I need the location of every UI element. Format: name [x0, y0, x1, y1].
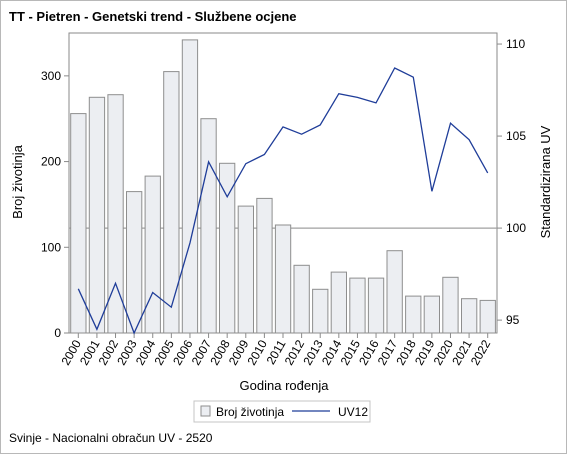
bar-2018 — [405, 295, 422, 334]
bar-2012 — [293, 264, 310, 334]
y2-tick-label-110: 110 — [506, 37, 525, 51]
bar-2022 — [479, 299, 496, 334]
y-tick-label-300: 300 — [41, 69, 61, 83]
footnote: Svinje - Nacionalni obračun UV - 2520 — [9, 431, 213, 445]
y2-tick-label-105: 105 — [506, 129, 526, 143]
bar-2021 — [461, 298, 478, 334]
bar-2014 — [330, 271, 348, 334]
bar-2004 — [144, 175, 161, 334]
bar-2007 — [200, 118, 217, 334]
bar-2019 — [423, 295, 441, 334]
bar-2005 — [163, 71, 180, 334]
bar-2013 — [312, 288, 329, 334]
x-axis: 2000200120022003200420052006200720082009… — [58, 333, 493, 368]
bar-2015 — [349, 277, 366, 334]
bar-2002 — [107, 94, 124, 334]
bar-2001 — [88, 96, 106, 334]
line-series — [77, 67, 489, 335]
bar-2008 — [219, 162, 236, 334]
y2-axis-label: Standardizirana UV — [538, 125, 553, 238]
bar-2020 — [442, 276, 459, 334]
bar-2017 — [386, 250, 403, 334]
y-axis-label: Broj životinja — [10, 144, 25, 218]
left-axis: 0 100 200 300 — [41, 69, 69, 340]
bar-2011 — [274, 224, 292, 334]
bar-2003 — [126, 191, 143, 334]
bar-2000 — [70, 113, 87, 334]
chart-title: TT - Pietren - Genetski trend - Službene… — [9, 9, 297, 24]
legend-label-bars: Broj životinja — [216, 405, 284, 419]
x-axis-label: Godina rođenja — [240, 378, 330, 393]
right-axis: 95 100 105 110 — [497, 37, 526, 327]
x-tick-label-2022: 2022 — [468, 337, 494, 367]
legend-bar-swatch — [200, 405, 211, 417]
y-tick-label-200: 200 — [41, 155, 61, 169]
x-tick-label-2010: 2010 — [245, 337, 271, 367]
y2-tick-label-100: 100 — [506, 221, 526, 235]
bar-2010 — [256, 197, 273, 334]
legend-label-line: UV12 — [338, 405, 368, 419]
bar-2006 — [181, 39, 199, 334]
y-tick-label-100: 100 — [41, 240, 61, 254]
y2-tick-label-95: 95 — [506, 313, 520, 327]
bar-2009 — [237, 205, 254, 334]
legend-frame — [193, 400, 371, 423]
legend: Broj životinja UV12 — [193, 400, 371, 423]
y-tick-label-0: 0 — [54, 326, 61, 340]
bar-series — [70, 39, 496, 334]
bar-2016 — [367, 277, 385, 334]
